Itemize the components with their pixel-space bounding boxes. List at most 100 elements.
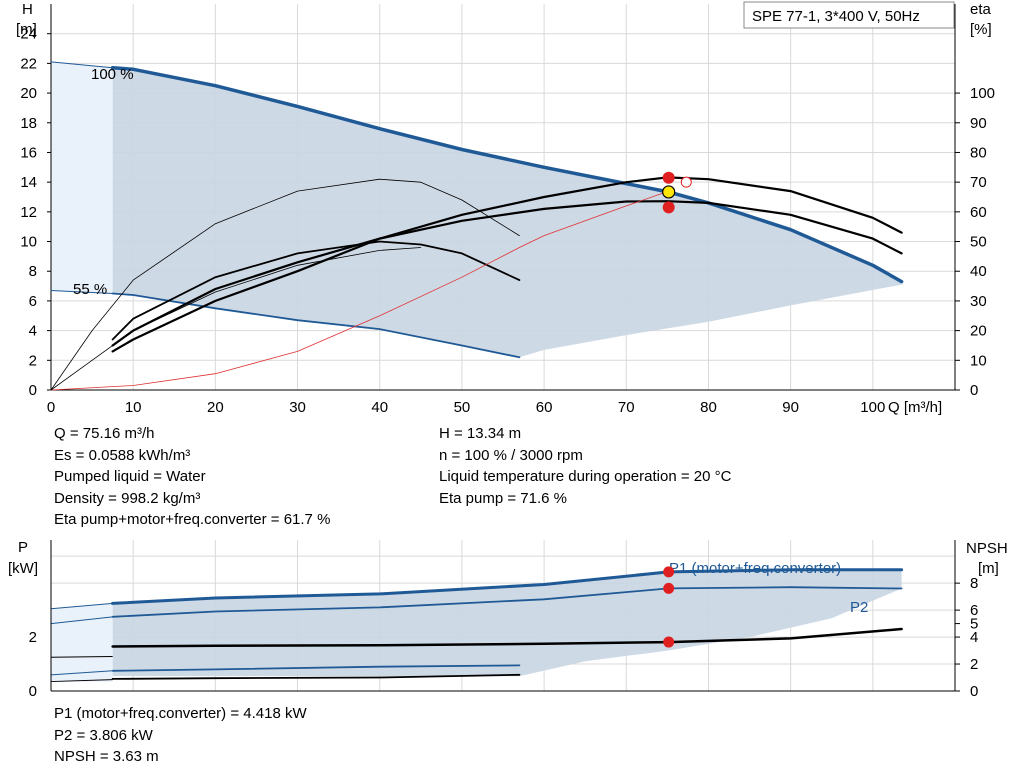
- y2-tick-label: 60: [970, 204, 987, 221]
- series-H-extension-55: [50, 290, 114, 294]
- y-tick-label: 16: [20, 144, 37, 161]
- npsh-tick-label: 4: [970, 629, 978, 646]
- x-tick-label: 20: [207, 399, 224, 416]
- power-marker: [663, 582, 675, 594]
- series-eta-55: [111, 240, 521, 341]
- series-eta-thin-red: [50, 190, 670, 391]
- x-tick-label: 10: [125, 399, 142, 416]
- y2-tick-label: 70: [970, 174, 987, 191]
- extension-area: [51, 61, 113, 294]
- y2-tick-label: 0: [970, 382, 978, 399]
- y-tick-label: 8: [29, 263, 37, 280]
- info-liquid: Pumped liquid = Water: [54, 468, 206, 485]
- y-tick-label: 6: [29, 293, 37, 310]
- npsh-axis-label: NPSH: [966, 540, 1008, 557]
- npsh-extension: [50, 655, 113, 658]
- x-tick-label: 30: [289, 399, 306, 416]
- npsh-tick-label: 8: [970, 575, 978, 592]
- y2-tick-label: 40: [970, 263, 987, 280]
- series-NPSH-55: [111, 673, 521, 680]
- x-tick-label: 0: [47, 399, 55, 416]
- info-p1: P1 (motor+freq.converter) = 4.418 kW: [54, 705, 307, 722]
- open-marker: [680, 176, 692, 188]
- x-tick-label: 90: [782, 399, 799, 416]
- series-NPSH: [111, 627, 903, 648]
- series-P-55-a: [111, 664, 521, 672]
- series-eta-100-thin: [50, 178, 520, 391]
- p-axis-unit: [kW]: [8, 560, 38, 577]
- x-tick-label: 40: [371, 399, 388, 416]
- y2-tick-label: 30: [970, 293, 987, 310]
- y-tick-label: 4: [29, 323, 37, 340]
- npsh-tick-label: 6: [970, 602, 978, 619]
- x-tick-label: 80: [700, 399, 717, 416]
- y2-axis-label: eta: [970, 1, 992, 18]
- x-tick-label: 60: [536, 399, 553, 416]
- p55-extension: [50, 670, 113, 676]
- p-tick-label: 2: [29, 629, 37, 646]
- y-tick-label: 20: [20, 85, 37, 102]
- y-tick-label: 24: [20, 26, 37, 43]
- y2-tick-label: 10: [970, 352, 987, 369]
- x-tick-label: 100: [860, 399, 885, 416]
- series-P1: [111, 568, 904, 605]
- y-tick-label: 10: [20, 234, 37, 251]
- head-efficiency-plot: 0 10 20 30 40 50 60 70 80 90 100024681012141618202…: [16, 1, 995, 416]
- operating-point-marker: [662, 171, 675, 184]
- x-tick-label: 70: [618, 399, 635, 416]
- y2-axis-unit: [%]: [970, 21, 992, 38]
- npsh-tick-label: 0: [970, 683, 978, 700]
- power-marker: [663, 566, 675, 578]
- info-q: Q = 75.16 m³/h: [54, 425, 155, 442]
- series-P2: [111, 586, 903, 618]
- y-tick-label: 14: [20, 174, 37, 191]
- npsh-tick-label: 5: [970, 616, 978, 633]
- info-eta-total: Eta pump+motor+freq.converter = 61.7 %: [54, 511, 331, 528]
- y2-tick-label: 80: [970, 144, 987, 161]
- y2-tick-label: 20: [970, 323, 987, 340]
- power-marker: [663, 636, 675, 648]
- duty-point-marker: [662, 185, 676, 199]
- title-box: [743, 1, 955, 29]
- y-tick-label: 0: [29, 382, 37, 399]
- series-eta-pump: [111, 176, 903, 353]
- y-tick-label: 22: [20, 55, 37, 72]
- chart-title: SPE 77-1, 3*400 V, 50Hz: [752, 8, 920, 25]
- p-axis-label: P: [18, 539, 28, 556]
- power-extension-area: [51, 603, 113, 682]
- p1-extension: [50, 602, 113, 610]
- npsh55-extension: [50, 679, 113, 683]
- x-tick-label: 50: [454, 399, 471, 416]
- p-tick-label: 0: [29, 683, 37, 700]
- info-es: Es = 0.0588 kWh/m³: [54, 446, 191, 464]
- series-H-55: [111, 292, 521, 359]
- curve-label-100: 100 %: [91, 66, 134, 83]
- x-axis-label: Q [m³/h]: [888, 399, 942, 416]
- power-info: P1 (motor+freq.converter) = 4.418 kW P2 …: [54, 703, 307, 768]
- y-tick-label: 18: [20, 115, 37, 132]
- info-npsh: NPSH = 3.63 m: [54, 748, 159, 765]
- info-h: H = 13.34 m: [439, 425, 522, 442]
- operating-area: [112, 67, 902, 358]
- y2-tick-label: 50: [970, 234, 987, 251]
- y2-tick-label: 100: [970, 85, 995, 102]
- power-npsh-plot: 0 2 0 2 456 8 P [kW] NPSH [m] P1 (motor+freq.conve…: [8, 539, 1008, 700]
- duty-info-right: H = 13.34 m n = 100 % / 3000 rpm Liquid …: [439, 423, 731, 509]
- npsh-tick-label: 2: [970, 656, 978, 673]
- curve-label-55: 55 %: [73, 281, 107, 298]
- y-axis-label: H: [22, 1, 33, 18]
- info-speed: n = 100 % / 3000 rpm: [439, 446, 583, 464]
- series-eta-55-thin: [50, 247, 422, 391]
- y2-tick-label: 90: [970, 115, 987, 132]
- p2-label: P2: [850, 599, 868, 616]
- y-axis-unit: [m]: [16, 21, 37, 38]
- series-H-100: [110, 66, 904, 284]
- duty-info-left: Q = 75.16 m³/h Es = 0.0588 kWh/m³ Pumped…: [54, 423, 330, 531]
- y-tick-label: 12: [20, 204, 37, 221]
- series-eta-mid: [111, 200, 903, 347]
- p1-label: P1 (motor+freq.converter): [669, 560, 841, 577]
- y-tick-label: 2: [29, 352, 37, 369]
- info-density: Density = 998.2 kg/m³: [54, 489, 201, 507]
- info-p2: P2 = 3.806 kW: [54, 726, 153, 744]
